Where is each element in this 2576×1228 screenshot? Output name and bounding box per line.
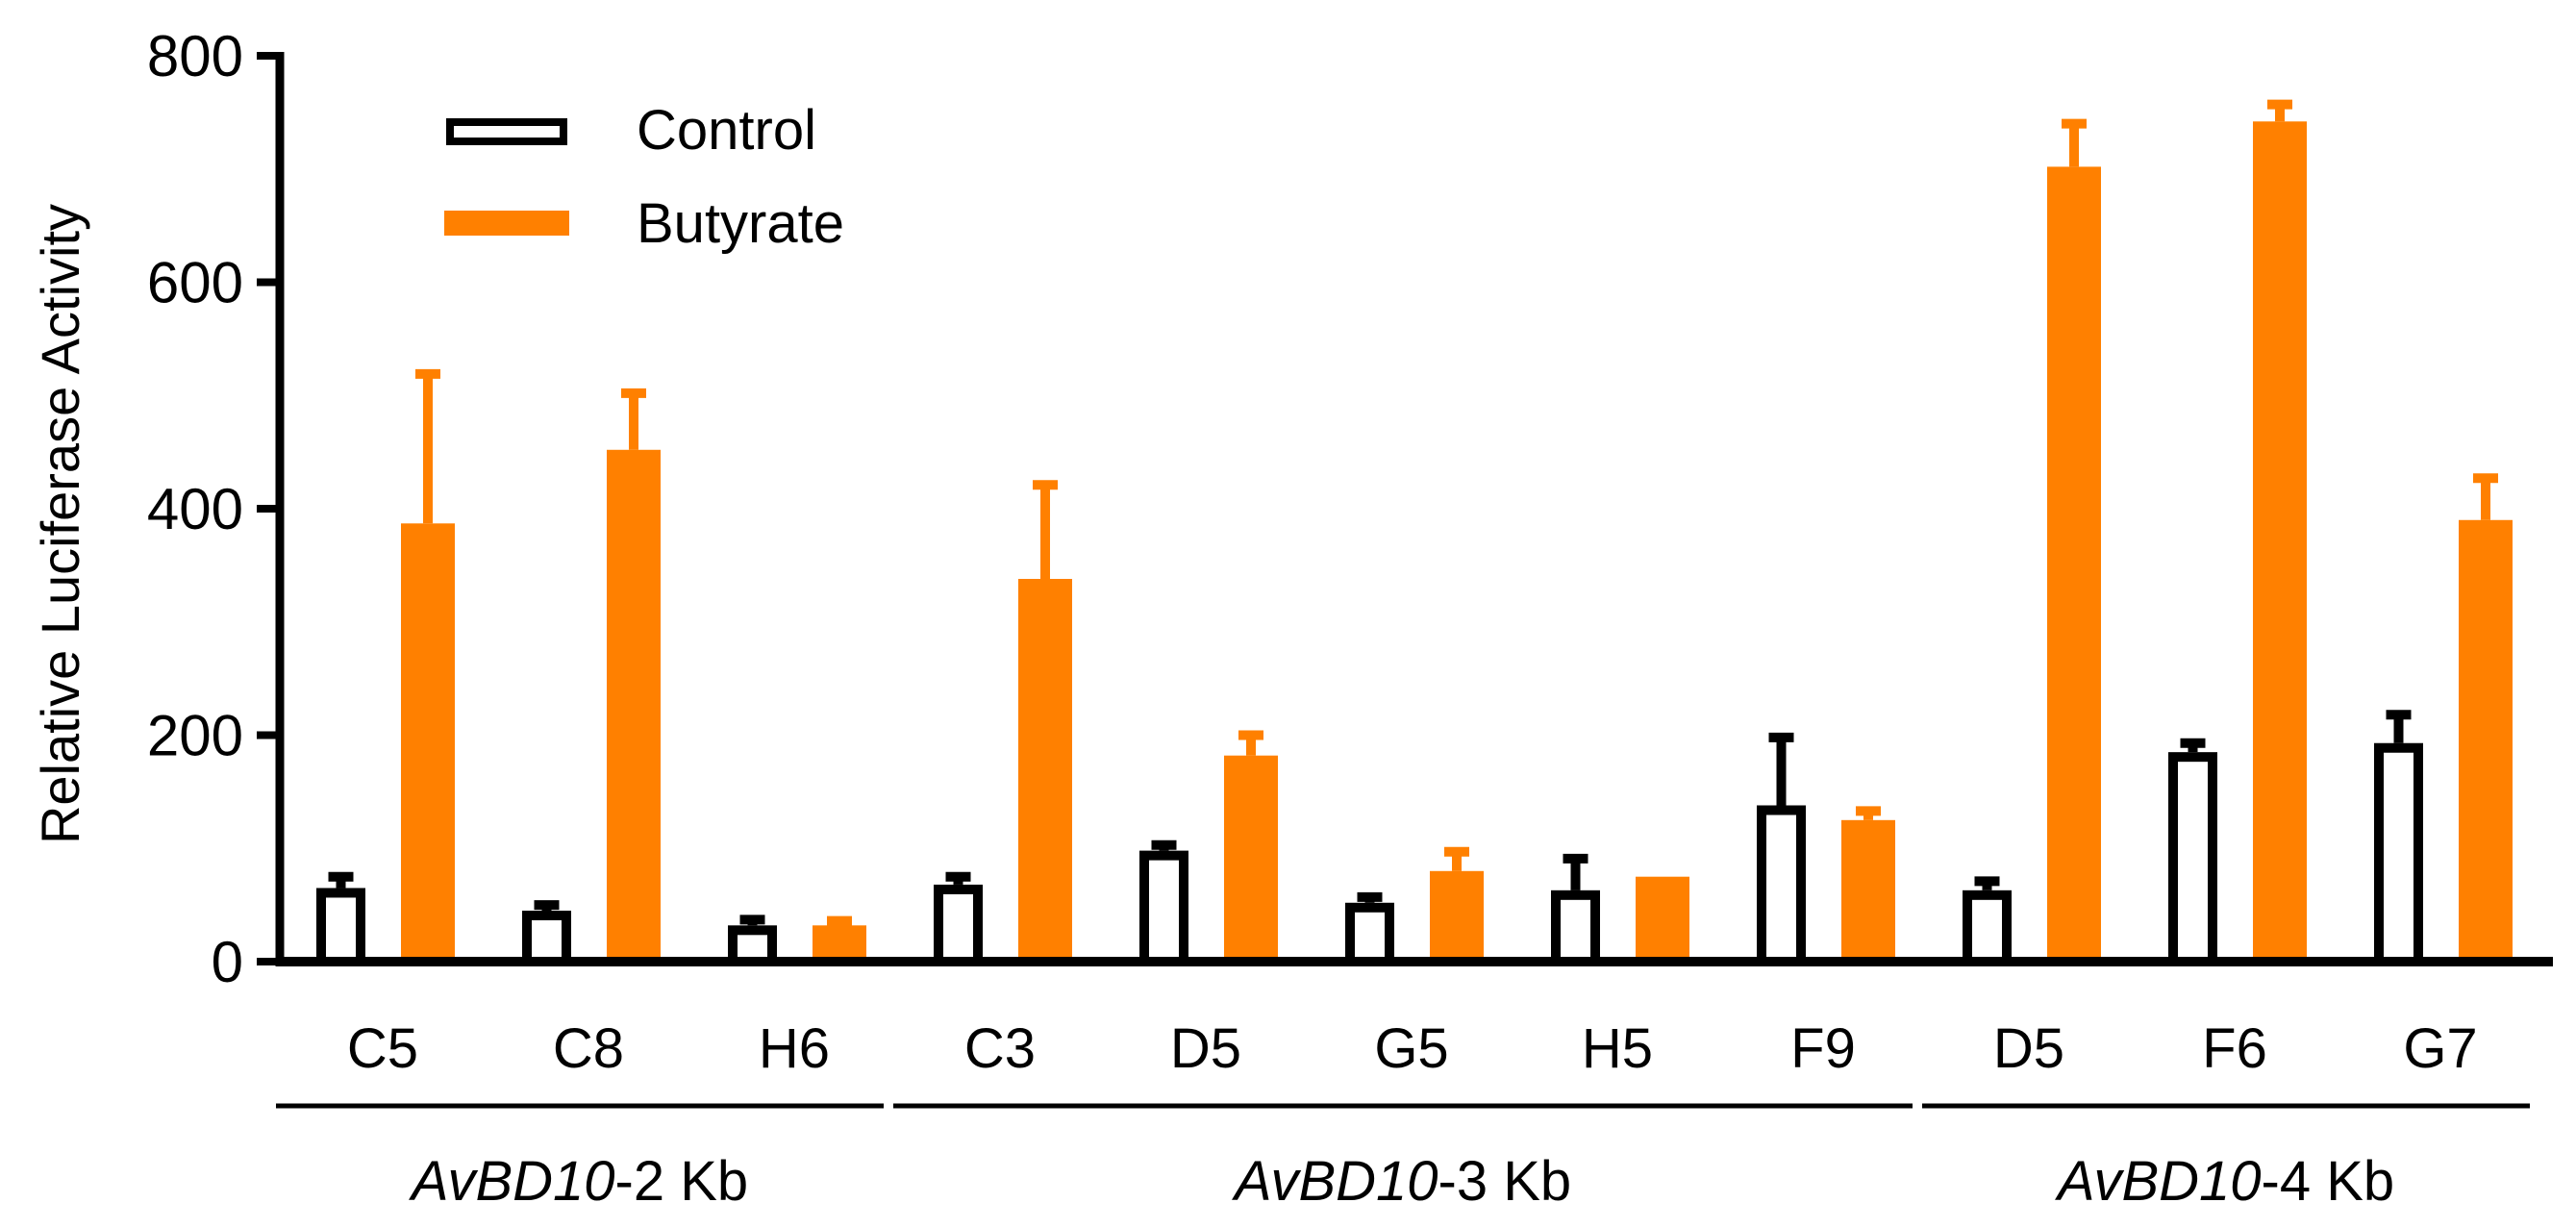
- y-tick-label: 600: [147, 251, 243, 315]
- butyrate-bar: [2459, 519, 2513, 962]
- control-bar: [1139, 850, 1188, 966]
- group-label-size: -4 Kb: [2262, 1150, 2395, 1213]
- group-label-size: -2 Kb: [615, 1150, 749, 1213]
- control-bar: [1551, 890, 1600, 967]
- group-label-size: -3 Kb: [1438, 1150, 1572, 1213]
- legend-control-swatch: [446, 118, 567, 145]
- legend-butyrate-label: Butyrate: [637, 192, 844, 255]
- y-tick-label: 0: [212, 930, 243, 994]
- x-category-label: C3: [964, 1017, 1036, 1080]
- group-label-gene: AvBD10: [1232, 1150, 1438, 1213]
- control-bar: [2168, 752, 2217, 966]
- x-category-label: F6: [2202, 1017, 2267, 1080]
- y-tick-label: 200: [147, 704, 243, 768]
- legend: Control Butyrate: [444, 99, 844, 255]
- group-label: AvBD10-2 Kb: [409, 1150, 748, 1213]
- butyrate-bar: [2253, 121, 2307, 963]
- x-category-label: G7: [2403, 1017, 2477, 1080]
- y-axis-ticks: 0 200 400 600 800: [147, 24, 280, 994]
- x-category-label: C5: [347, 1017, 418, 1080]
- control-bar: [1757, 805, 1806, 966]
- group-label: AvBD10-3 Kb: [1232, 1150, 1571, 1213]
- x-category-label: D5: [1993, 1017, 2064, 1080]
- control-bar: [1963, 890, 2012, 967]
- control-bar: [2374, 742, 2423, 966]
- y-tick-label: 400: [147, 477, 243, 541]
- y-axis-title: Relative Luciferase Activity: [30, 204, 90, 844]
- x-category-label: H6: [759, 1017, 830, 1080]
- butyrate-bar: [1841, 819, 1895, 962]
- control-bar: [522, 911, 571, 967]
- x-category-label: H5: [1582, 1017, 1653, 1080]
- butyrate-bar: [1224, 755, 1278, 962]
- x-category-label: D5: [1170, 1017, 1241, 1080]
- butyrate-bar: [401, 523, 455, 962]
- group-label-gene: AvBD10: [2055, 1150, 2262, 1213]
- x-category-label: F9: [1790, 1017, 1856, 1080]
- control-bar: [1345, 902, 1394, 967]
- legend-butyrate-swatch: [444, 211, 569, 236]
- butyrate-bar: [813, 925, 866, 962]
- control-bar: [934, 884, 983, 966]
- group-label-gene: AvBD10: [409, 1150, 615, 1213]
- butyrate-bar: [607, 449, 661, 962]
- x-axis-categories: C5 C8 H6 C3 D5 G5 H5 F9 D5 F6 G7: [347, 1017, 2478, 1080]
- control-bar: [316, 888, 365, 967]
- butyrate-bar: [1430, 870, 1484, 962]
- group-label: AvBD10-4 Kb: [2055, 1150, 2394, 1213]
- bars: [316, 121, 2513, 967]
- butyrate-bar: [1018, 579, 1072, 962]
- butyrate-bar: [1636, 876, 1689, 962]
- error-bars: [328, 99, 2498, 926]
- butyrate-bar: [2047, 166, 2101, 962]
- x-category-label: C8: [553, 1017, 624, 1080]
- legend-control-label: Control: [637, 99, 816, 162]
- x-category-label: G5: [1374, 1017, 1448, 1080]
- axes: [275, 52, 2553, 966]
- y-tick-label: 800: [147, 24, 243, 88]
- group-brackets: AvBD10-2 Kb AvBD10-3 Kb AvBD10-4 Kb: [276, 1103, 2530, 1213]
